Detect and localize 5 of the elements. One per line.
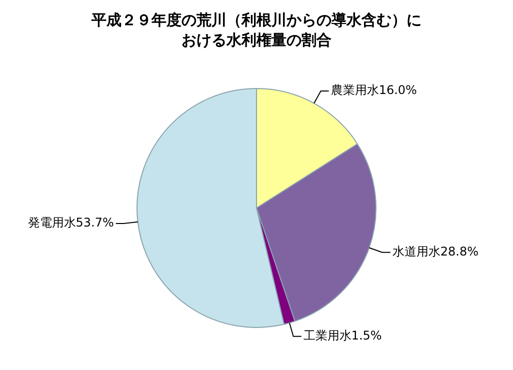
slice-label: 工業用水1.5%: [303, 328, 382, 342]
slice-label: 農業用水16.0%: [330, 83, 417, 98]
slice-label: 水道用水28.8%: [392, 244, 479, 259]
slice-label: 発電用水53.7%: [28, 216, 114, 230]
chart-title: 平成２９年度の荒川（利根川からの導水含む）における水利権量の割合: [92, 10, 422, 50]
